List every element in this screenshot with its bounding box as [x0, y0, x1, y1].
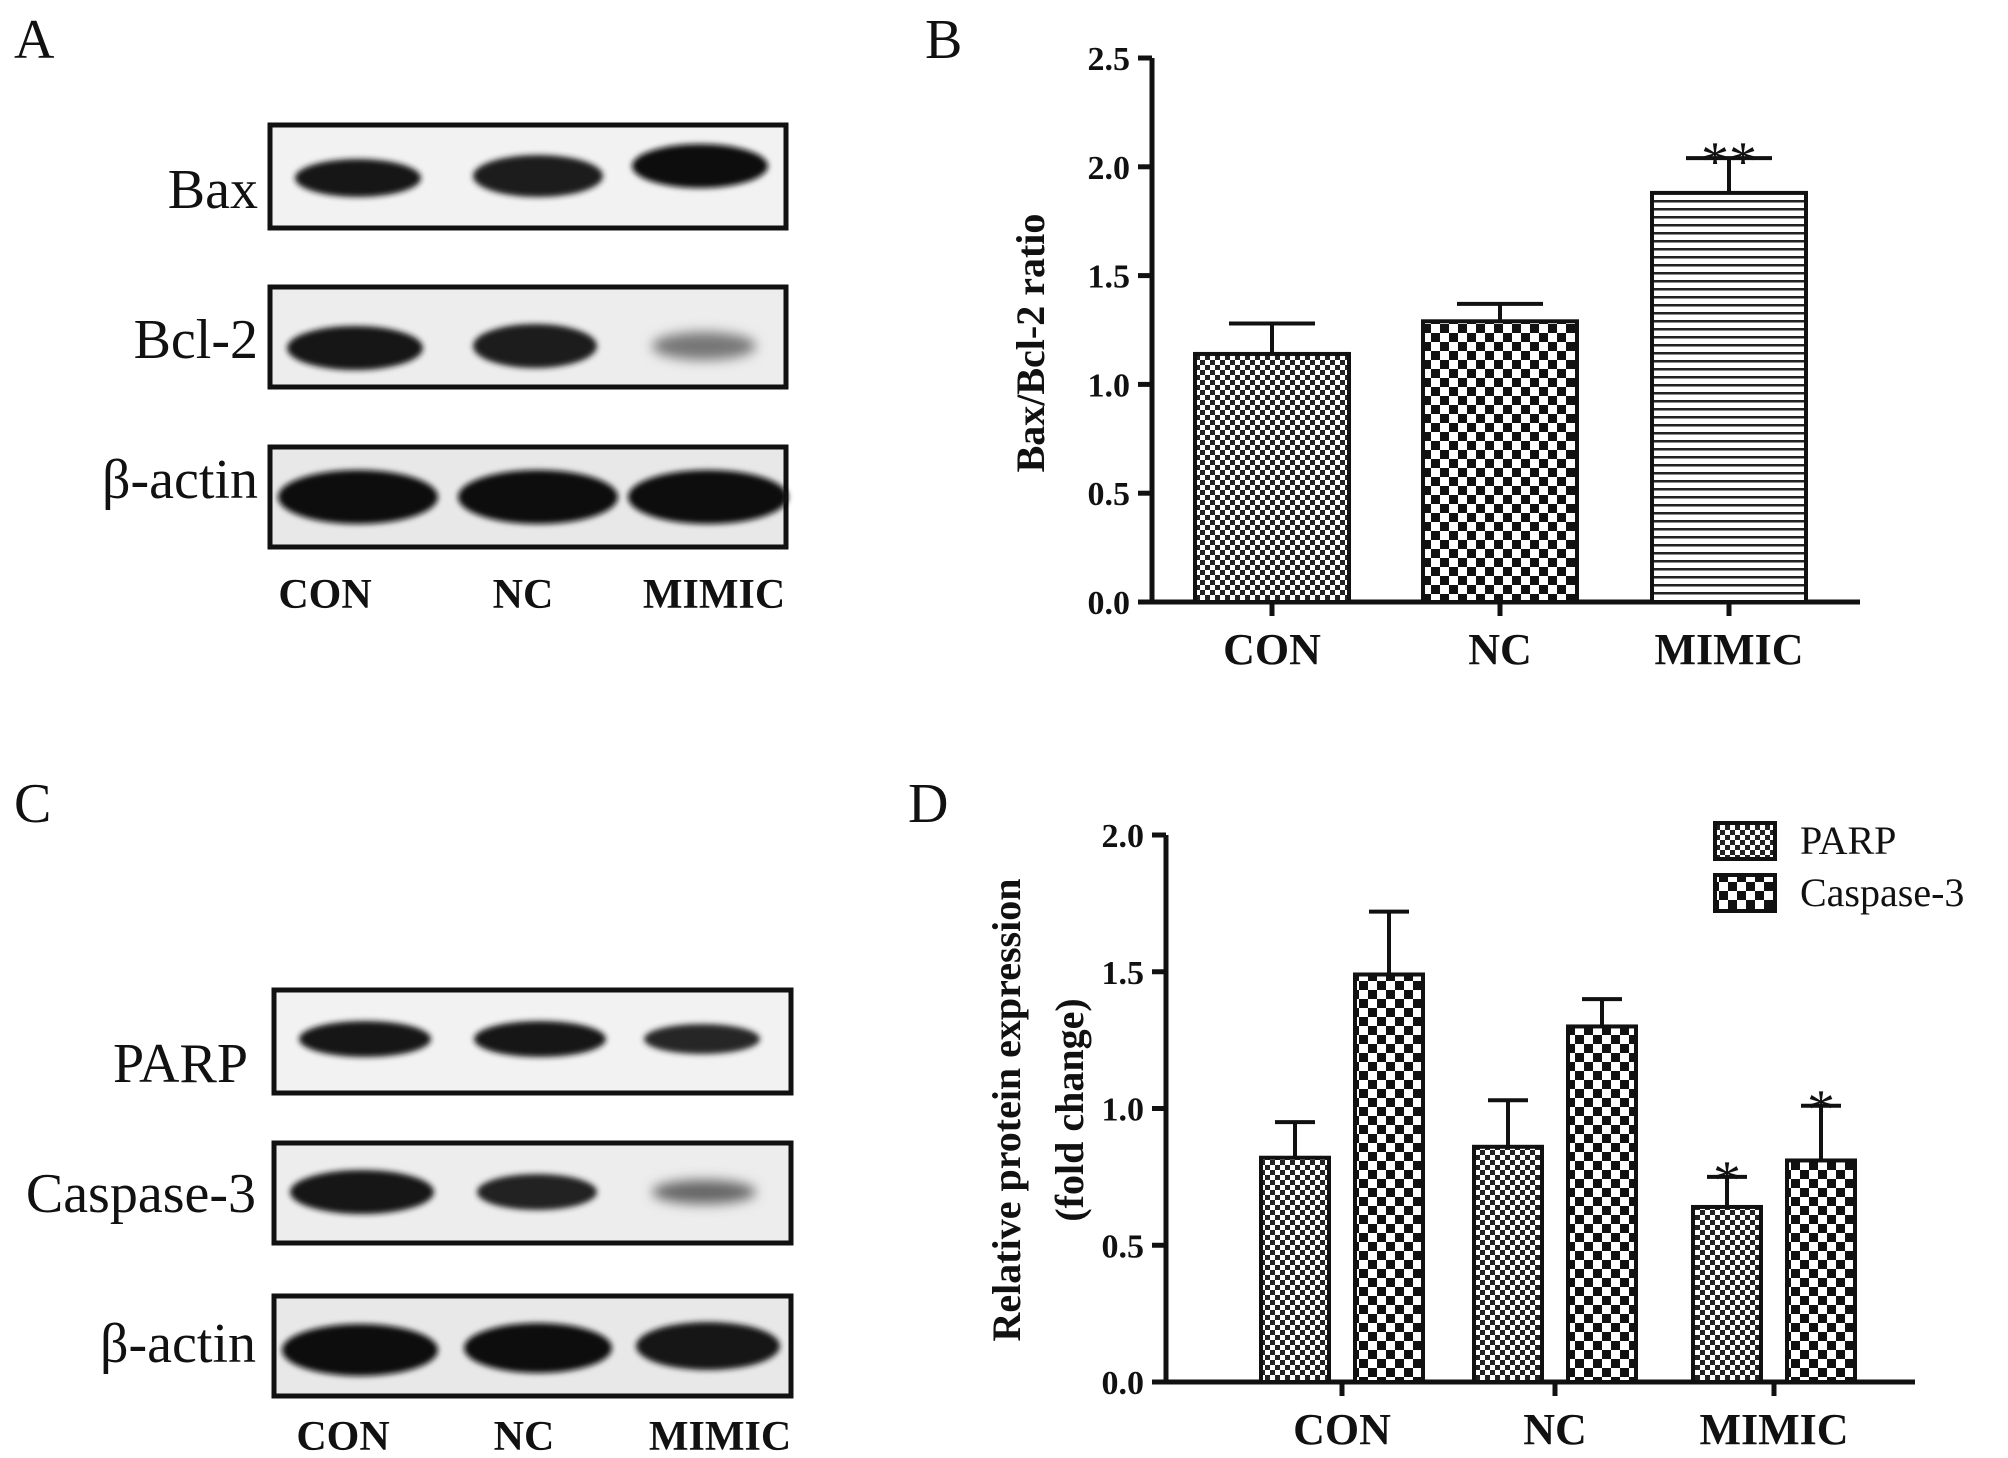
panel-c: C PARP Caspase-3 β-actin CON NC MIMIC [14, 773, 794, 1458]
significance-marker-d: * [1713, 1150, 1741, 1212]
y-tick-label-d: 1.5 [1102, 955, 1145, 992]
blot-parp [271, 987, 794, 1096]
lane-label-nc-c: NC [494, 1414, 555, 1458]
lane-label-con-a: CON [278, 572, 371, 618]
bar-d-parp-con [1259, 1155, 1331, 1384]
blot-bax [267, 122, 789, 231]
bar-d-parp-mimic [1691, 1204, 1763, 1384]
bar-b-series-nc [1421, 319, 1579, 604]
y-tick-label-b: 1.0 [1088, 367, 1131, 404]
panel-letter-d: D [908, 773, 948, 835]
blot-label-actin-c: β-actin [100, 1313, 256, 1375]
panel-letter-b: B [925, 9, 962, 71]
y-axis-title-d: Relative protein expression [984, 879, 1029, 1342]
legend-swatch-caspase-3 [1713, 873, 1777, 913]
blot-label-actin-a: β-actin [102, 449, 258, 511]
blot-caspase3 [271, 1140, 794, 1246]
bar-d-caspase-3-mimic [1785, 1158, 1857, 1384]
y-tick-label-d: 0.5 [1102, 1228, 1145, 1265]
legend-label-caspase-3: Caspase-3 [1800, 870, 1964, 915]
significance-marker-b: ** [1701, 131, 1757, 193]
y-tick-label-d: 1.0 [1102, 1092, 1145, 1129]
significance-marker-d: * [1807, 1079, 1835, 1141]
x-tick-label-b-nc: NC [1468, 625, 1532, 674]
panel-a: A Bax Bcl-2 β-actin CON NC MIMIC [14, 9, 789, 618]
lane-label-nc-a: NC [493, 572, 554, 618]
blot-label-bcl2: Bcl-2 [134, 309, 258, 371]
blot-actin-c [271, 1293, 794, 1399]
y-tick-label-b: 1.5 [1088, 259, 1131, 296]
legend-label-parp: PARP [1800, 818, 1896, 863]
y-axis-title-b: Bax/Bcl-2 ratio [1008, 214, 1053, 473]
y-tick-label-b: 0.5 [1088, 476, 1131, 513]
bar-d-caspase-3-con [1353, 972, 1425, 1384]
blot-actin-a [267, 444, 789, 550]
blot-bcl2 [267, 284, 789, 390]
panel-letter-c: C [14, 773, 51, 835]
y-axis-title-d-line2: (fold change) [1047, 998, 1092, 1221]
legend-d: PARP Caspase-3 [1713, 818, 1964, 915]
y-tick-label-b: 0.0 [1088, 585, 1131, 622]
y-tick-label-d: 2.0 [1102, 818, 1145, 855]
y-tick-label-b: 2.0 [1088, 150, 1131, 187]
bar-d-caspase-3-nc [1566, 1024, 1638, 1384]
x-tick-label-b-mimic: MIMIC [1654, 625, 1803, 674]
bar-b-series-mimic [1650, 190, 1808, 605]
panel-letter-a: A [14, 9, 55, 71]
blot-label-parp: PARP [113, 1033, 248, 1095]
chart-d: 0.0 0.5 1.0 1.5 2.0 CON NC MIMIC * * PARP Caspase-3 [1102, 818, 1965, 1454]
blot-label-caspase3: Caspase-3 [26, 1163, 256, 1225]
x-tick-label-b-con: CON [1223, 625, 1321, 674]
lane-label-mimic-c: MIMIC [649, 1414, 791, 1458]
bar-b-series-con [1193, 351, 1351, 604]
lane-label-con-c: CON [296, 1414, 389, 1458]
panel-b: B Bax/Bcl-2 ratio 0.0 0.5 1.0 1.5 2.0 2.5 CON N… [925, 9, 1860, 674]
y-tick-label-d: 0.0 [1102, 1365, 1145, 1402]
x-tick-label-d-con: CON [1293, 1405, 1391, 1454]
chart-b: 0.0 0.5 1.0 1.5 2.0 2.5 CON NC MIMIC ** [1088, 41, 1860, 674]
blot-label-bax: Bax [168, 159, 258, 221]
panel-d: D Relative protein expression (fold chan… [908, 773, 1964, 1454]
lane-label-mimic-a: MIMIC [643, 572, 785, 618]
y-tick-label-b: 2.5 [1088, 41, 1131, 78]
legend-swatch-parp [1713, 821, 1777, 861]
x-tick-label-d-nc: NC [1523, 1405, 1587, 1454]
bar-d-parp-nc [1472, 1144, 1544, 1385]
x-tick-label-d-mimic: MIMIC [1699, 1405, 1848, 1454]
